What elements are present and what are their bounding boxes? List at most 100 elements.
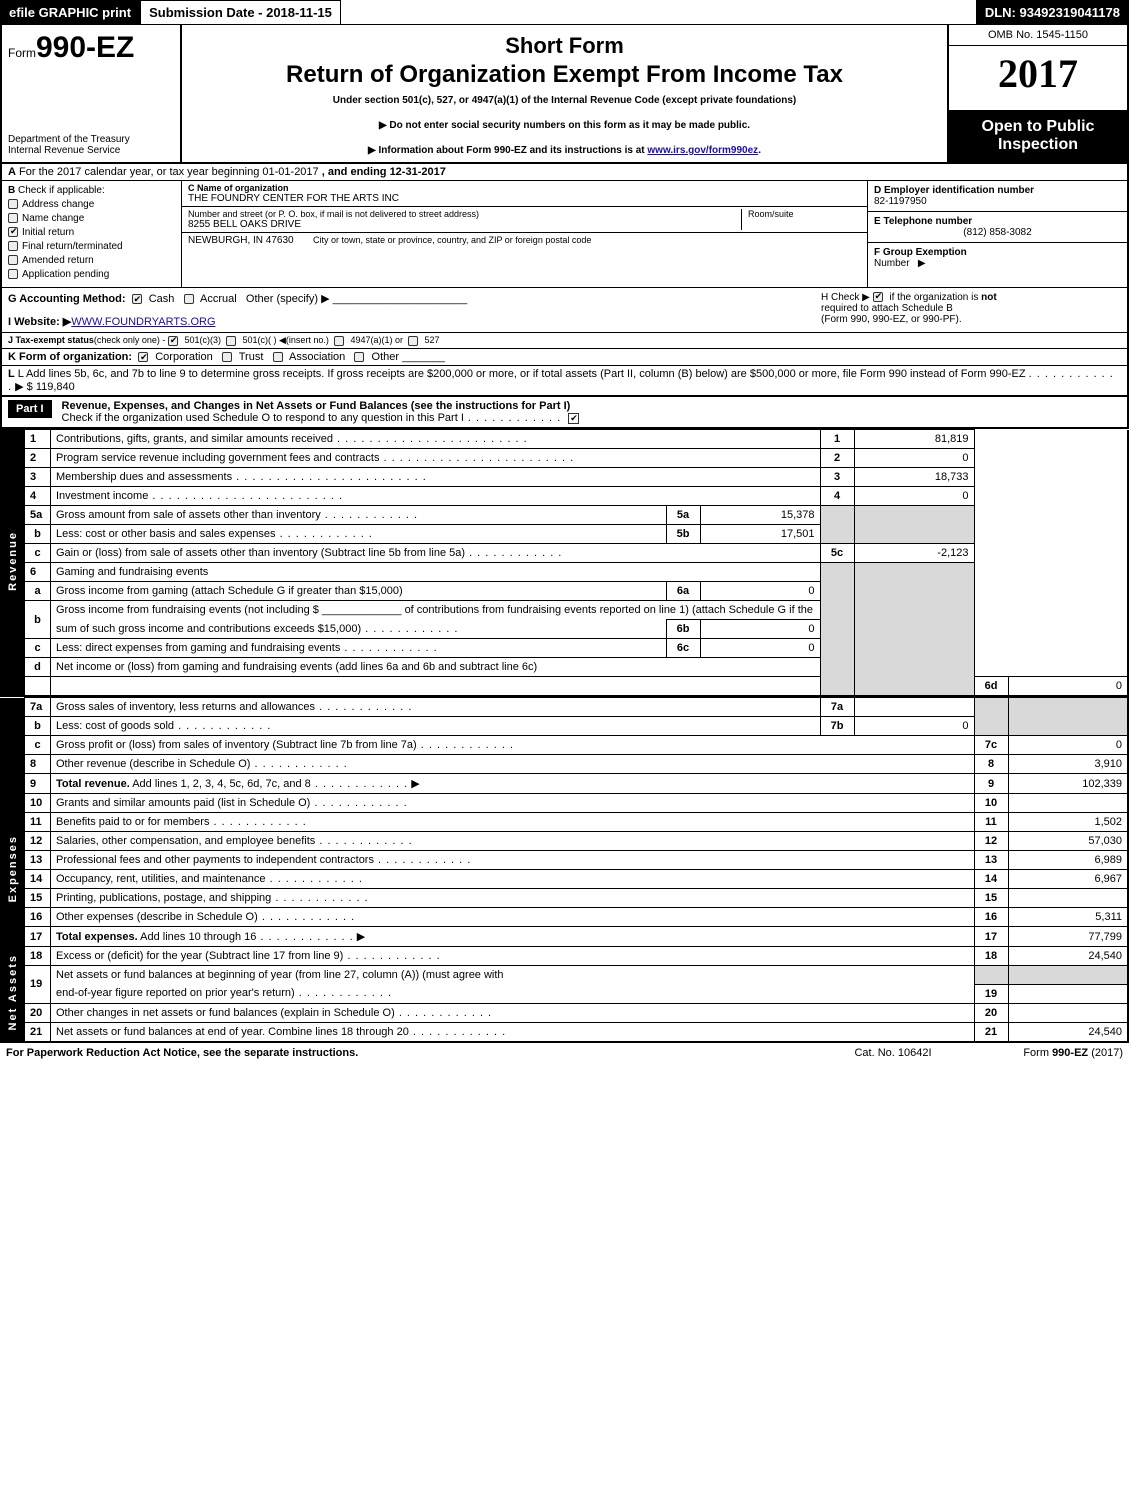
tax-year: 2017	[949, 46, 1127, 101]
line-7a-inval	[854, 698, 974, 717]
footer: For Paperwork Reduction Act Notice, see …	[0, 1043, 1129, 1063]
footer-right: Form 990-EZ (2017)	[963, 1047, 1123, 1059]
K-other-label: Other	[372, 351, 400, 363]
line-6a-innum: 6a	[666, 582, 700, 601]
line-6b-desc: sum of such gross income and contributio…	[56, 623, 361, 635]
footer-left: For Paperwork Reduction Act Notice, see …	[6, 1047, 823, 1059]
check-address-change[interactable]: Address change	[8, 199, 175, 210]
info-link[interactable]: www.irs.gov/form990ez	[647, 145, 758, 156]
J-501c-check[interactable]	[226, 336, 236, 346]
line-12-row: 12 Salaries, other compensation, and empl…	[1, 832, 1128, 851]
row-J: J Tax-exempt status(check only one) - 50…	[2, 332, 1127, 348]
K-trust-check[interactable]	[222, 352, 232, 362]
revenue-vlabel: Revenue	[1, 430, 25, 697]
line-5a-innum: 5a	[666, 506, 700, 525]
line-13-rnum: 13	[974, 851, 1008, 870]
open-public-line1: Open to Public	[953, 118, 1123, 136]
line-15-row: 15 Printing, publications, postage, and s…	[1, 889, 1128, 908]
line-1-rnum: 1	[820, 430, 854, 449]
bullet-info-suffix: .	[758, 145, 761, 156]
line-16-row: 16Other expenses (describe in Schedule O…	[1, 908, 1128, 927]
line-2-desc: Program service revenue including govern…	[56, 452, 379, 464]
section-A-through-L: A For the 2017 calendar year, or tax yea…	[0, 164, 1129, 397]
header-left: Form990-EZ Department of the Treasury In…	[2, 25, 182, 162]
line-6b-inval: 0	[700, 620, 820, 639]
K-assoc-check[interactable]	[273, 352, 283, 362]
line-9-rnum: 9	[974, 774, 1008, 794]
line-13-row: 13Professional fees and other payments t…	[1, 851, 1128, 870]
K-corp-check[interactable]	[138, 352, 148, 362]
check-name-change[interactable]: Name change	[8, 213, 175, 224]
line-11-rval: 1,502	[1008, 813, 1128, 832]
part1-table-cont: 7aGross sales of inventory, less returns…	[0, 697, 1129, 1043]
line-17-rval: 77,799	[1008, 927, 1128, 947]
E-value: (812) 858-3082	[874, 227, 1121, 238]
K-label: K Form of organization:	[8, 351, 132, 363]
open-public-badge: Open to Public Inspection	[949, 110, 1127, 162]
part1-check-text: Check if the organization used Schedule …	[62, 412, 464, 424]
check-final-return[interactable]: Final return/terminated	[8, 241, 175, 252]
line-7c-rval: 0	[1008, 736, 1128, 755]
line-15-desc: Printing, publications, postage, and shi…	[56, 892, 271, 904]
line-6a-inval: 0	[700, 582, 820, 601]
check-initial-return[interactable]: Initial return	[8, 227, 175, 238]
H-check[interactable]	[873, 292, 883, 302]
row-A-label: A	[8, 166, 16, 178]
row-L: L L Add lines 5b, 6c, and 7b to line 9 t…	[2, 365, 1127, 395]
E-label: E Telephone number	[874, 216, 972, 227]
J-527-check[interactable]	[408, 336, 418, 346]
line-17-rnum: 17	[974, 927, 1008, 947]
website-link[interactable]: WWW.FOUNDRYARTS.ORG	[71, 316, 215, 328]
netassets-vlabel: Net Assets	[1, 947, 25, 1042]
line-16-desc: Other expenses (describe in Schedule O)	[56, 911, 258, 923]
F-arrow: ▶	[918, 258, 926, 269]
check-application-pending[interactable]: Application pending	[8, 269, 175, 280]
J-4947-check[interactable]	[334, 336, 344, 346]
line-7a-row: 7aGross sales of inventory, less returns…	[1, 698, 1128, 717]
check-amended-return[interactable]: Amended return	[8, 255, 175, 266]
line-15-rnum: 15	[974, 889, 1008, 908]
I-label: I Website: ▶	[8, 316, 71, 328]
H-text2: if the organization is	[889, 292, 981, 303]
line-17-bold: Total expenses.	[56, 931, 138, 943]
H-text4: (Form 990, 990-EZ, or 990-PF).	[821, 314, 962, 325]
E-phone: E Telephone number (812) 858-3082	[868, 212, 1127, 243]
L-amount: ▶ $ 119,840	[15, 381, 75, 393]
line-14-row: 14Occupancy, rent, utilities, and mainte…	[1, 870, 1128, 889]
footer-form-number: 990-EZ	[1052, 1047, 1088, 1059]
line-8-desc: Other revenue (describe in Schedule O)	[56, 758, 250, 770]
line-20-rnum: 20	[974, 1003, 1008, 1022]
line-19-shade	[974, 966, 1008, 985]
topbar-spacer	[341, 0, 976, 25]
line-19-rnum: 19	[974, 984, 1008, 1003]
G-accounting: G Accounting Method: Cash Accrual Other …	[8, 292, 821, 328]
G-cash-check[interactable]	[132, 294, 142, 304]
line-5b-inval: 17,501	[700, 525, 820, 544]
H-text3: required to attach Schedule B	[821, 303, 953, 314]
line-16-rval: 5,311	[1008, 908, 1128, 927]
bullet-info: ▶ Information about Form 990-EZ and its …	[188, 145, 941, 156]
line-18-desc: Excess or (deficit) for the year (Subtra…	[56, 950, 343, 962]
line-7b-desc: Less: cost of goods sold	[56, 720, 174, 732]
K-other-check[interactable]	[354, 352, 364, 362]
form-number: Form990-EZ	[8, 31, 174, 65]
line-6-desc: Gaming and fundraising events	[56, 566, 208, 578]
room-suite-label: Room/suite	[748, 209, 861, 219]
col-B-checks: B Check if applicable: Address change Na…	[2, 181, 182, 287]
line-8-row: 8Other revenue (describe in Schedule O) …	[1, 755, 1128, 774]
J-501c3-check[interactable]	[168, 336, 178, 346]
part1-schedO-check[interactable]	[568, 413, 579, 424]
L-text: L Add lines 5b, 6c, and 7b to line 9 to …	[18, 368, 1026, 380]
line-2: 2Program service revenue including gover…	[1, 449, 1128, 468]
line-12-desc: Salaries, other compensation, and employ…	[56, 835, 315, 847]
line-17-row: 17Total expenses. Add lines 10 through 1…	[1, 927, 1128, 947]
line-11-desc: Benefits paid to or for members	[56, 816, 209, 828]
line-12-rnum: 12	[974, 832, 1008, 851]
G-accrual-check[interactable]	[184, 294, 194, 304]
D-label: D Employer identification number	[874, 185, 1034, 196]
line-7a-desc: Gross sales of inventory, less returns a…	[56, 701, 315, 713]
check-address-change-label: Address change	[22, 199, 94, 210]
H-schedule-b: H Check ▶ if the organization is not req…	[821, 292, 1121, 328]
line-11-row: 11Benefits paid to or for members111,502	[1, 813, 1128, 832]
D-value: 82-1197950	[874, 196, 927, 207]
